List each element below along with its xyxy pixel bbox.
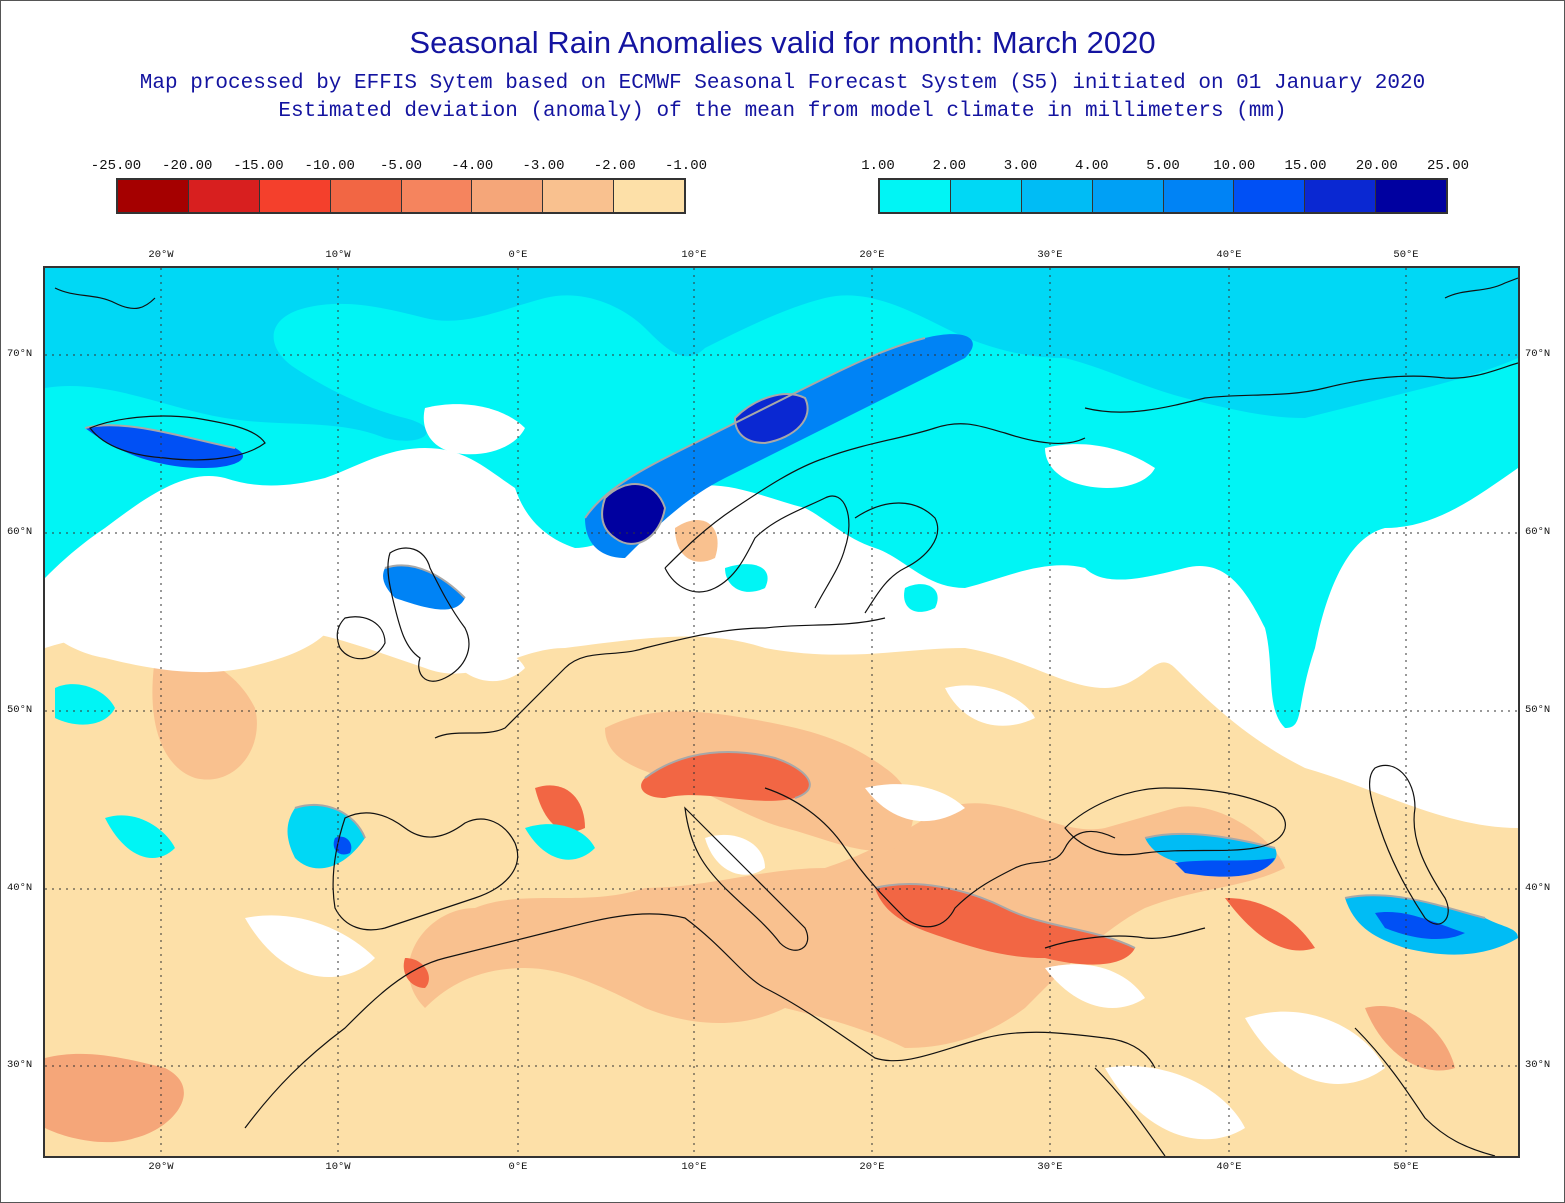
legend-positive-swatch [1021, 180, 1093, 212]
longitude-tick-top: 10°E [681, 249, 707, 261]
longitude-tick-bottom: 10°E [681, 1161, 707, 1173]
legend-negative-swatch [188, 180, 260, 212]
longitude-tick-top: 20°E [859, 249, 885, 261]
latitude-tick-left: 60°N [7, 526, 33, 538]
graticule [45, 268, 1518, 1156]
legend-negative-swatch [543, 180, 615, 212]
legend-positive-label: 10.00 [1213, 158, 1256, 174]
legend-positive-label: 4.00 [1074, 158, 1109, 174]
legend-positive-swatch [1376, 180, 1446, 212]
latitude-tick-left: 50°N [7, 704, 33, 716]
legend-negative-swatch [401, 180, 473, 212]
longitude-tick-bottom: 20°W [148, 1161, 174, 1173]
latitude-tick-right: 60°N [1525, 526, 1551, 538]
longitude-tick-top: 10°W [325, 249, 351, 261]
legend-negative-label: -2.00 [593, 158, 636, 174]
legend-negative-colorbar [116, 178, 686, 214]
legend-negative-label: -25.00 [90, 158, 142, 174]
legend-positive-swatch [950, 180, 1022, 212]
legend-negative-label: -20.00 [162, 158, 213, 174]
subtitle-processing: Map processed by EFFIS Sytem based on EC… [139, 72, 1426, 95]
longitude-tick-top: 50°E [1393, 249, 1419, 261]
legend-positive-swatch [880, 180, 951, 212]
coastlines [54, 277, 1518, 1156]
legend-negative-label: -1.00 [664, 158, 708, 174]
longitude-tick-bottom: 30°E [1037, 1161, 1063, 1173]
legend-positive-label: 15.00 [1284, 158, 1327, 174]
page-title: Seasonal Rain Anomalies valid for month:… [409, 25, 1156, 60]
neutral-areas [45, 404, 1385, 1140]
anomaly-contours [84, 337, 1486, 949]
dry-anomaly-field [45, 519, 1518, 1156]
longitude-tick-top: 20°W [148, 249, 174, 261]
legend-positive-swatch [1305, 180, 1377, 212]
longitude-tick-top: 30°E [1037, 249, 1063, 261]
latitude-tick-right: 70°N [1525, 348, 1551, 360]
wet-anomaly-field [45, 268, 1518, 955]
legend-positive-swatch [1234, 180, 1306, 212]
latitude-tick-left: 40°N [7, 882, 33, 894]
longitude-tick-top: 40°E [1216, 249, 1242, 261]
legend-negative-label: -10.00 [304, 158, 355, 174]
legend-positive-label: 3.00 [1003, 158, 1038, 174]
legend-positive-swatch [1163, 180, 1235, 212]
legend-negative-label: -15.00 [233, 158, 284, 174]
latitude-tick-left: 30°N [7, 1059, 33, 1071]
latitude-tick-right: 40°N [1525, 882, 1551, 894]
latitude-tick-right: 50°N [1525, 704, 1551, 716]
latitude-tick-left: 70°N [7, 348, 33, 360]
longitude-tick-bottom: 20°E [859, 1161, 885, 1173]
legend-negative-swatch [330, 180, 402, 212]
legend-negative-label: -5.00 [379, 158, 423, 174]
legend-negative-swatch [472, 180, 544, 212]
longitude-tick-bottom: 0°E [508, 1161, 528, 1173]
legend-positive-label: 1.00 [861, 158, 895, 174]
legend-negative-swatch [118, 180, 189, 212]
legend-positive-colorbar [878, 178, 1448, 214]
longitude-tick-bottom: 10°W [325, 1161, 351, 1173]
legend-negative-swatch [614, 180, 684, 212]
longitude-tick-bottom: 50°E [1393, 1161, 1419, 1173]
legend-positive-label: 20.00 [1355, 158, 1398, 174]
legend-positive-label: 2.00 [932, 158, 967, 174]
longitude-tick-bottom: 40°E [1216, 1161, 1242, 1173]
longitude-tick-top: 0°E [508, 249, 528, 261]
anomaly-map [45, 268, 1518, 1156]
legend-positive-label: 25.00 [1426, 158, 1470, 174]
legend-positive-swatch [1092, 180, 1164, 212]
legend-negative-label: -3.00 [522, 158, 565, 174]
legend-negative-swatch [259, 180, 331, 212]
legend-negative-label: -4.00 [451, 158, 494, 174]
map-panel [43, 266, 1520, 1158]
legend-positive-label: 5.00 [1146, 158, 1180, 174]
latitude-tick-right: 30°N [1525, 1059, 1551, 1071]
subtitle-description: Estimated deviation (anomaly) of the mea… [278, 100, 1287, 123]
